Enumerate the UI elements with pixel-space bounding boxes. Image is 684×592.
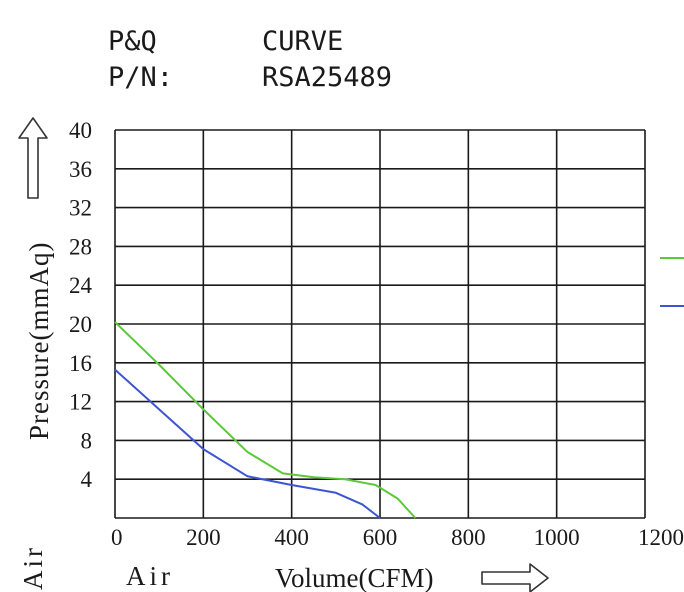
y-tick-label: 12 xyxy=(69,390,92,415)
x-tick-label: 800 xyxy=(451,525,486,550)
y-tick-label: 24 xyxy=(69,273,93,298)
side-label-group: Air xyxy=(18,545,48,590)
up-arrow-icon xyxy=(18,117,48,199)
y-axis-title-group: Pressure(mmAq) xyxy=(24,242,54,440)
series-line-1 xyxy=(114,321,417,519)
y-tick-label: 16 xyxy=(69,351,92,376)
x-tick-label: 600 xyxy=(363,525,398,550)
curve-label: CURVE xyxy=(262,26,343,57)
right-arrow-icon xyxy=(481,563,549,592)
x-tick-label: 200 xyxy=(186,525,221,550)
y-tick-label: 4 xyxy=(81,467,93,492)
y-tick-label: 8 xyxy=(81,428,93,453)
y-tick-label: 28 xyxy=(69,234,92,259)
series-line-2 xyxy=(114,368,381,519)
y-tick-label: 36 xyxy=(69,157,92,182)
y-tick-label: 32 xyxy=(69,196,92,221)
pq-label: P&Q xyxy=(108,26,157,57)
pn-label: P/N: xyxy=(108,62,173,93)
y-tick-label: 20 xyxy=(69,312,92,337)
x-axis-title: Volume(CFM) xyxy=(275,563,434,592)
x-tick-labels: 0 200 400 600 800 1000 1200 xyxy=(111,525,684,550)
y-tick-labels: 4 8 12 16 20 24 28 32 36 40 xyxy=(69,118,93,492)
y-axis-title: Pressure(mmAq) xyxy=(24,242,54,440)
side-label: Air xyxy=(18,545,48,590)
part-number: RSA25489 xyxy=(262,62,392,93)
x-axis-prefix: Air xyxy=(126,561,174,591)
grid xyxy=(114,129,646,519)
x-tick-label: 1200 xyxy=(638,525,684,550)
y-tick-label: 40 xyxy=(69,118,92,143)
series-group xyxy=(114,321,417,519)
x-tick-label: 1000 xyxy=(534,525,580,550)
x-tick-label: 0 xyxy=(111,525,123,550)
x-tick-label: 400 xyxy=(274,525,309,550)
